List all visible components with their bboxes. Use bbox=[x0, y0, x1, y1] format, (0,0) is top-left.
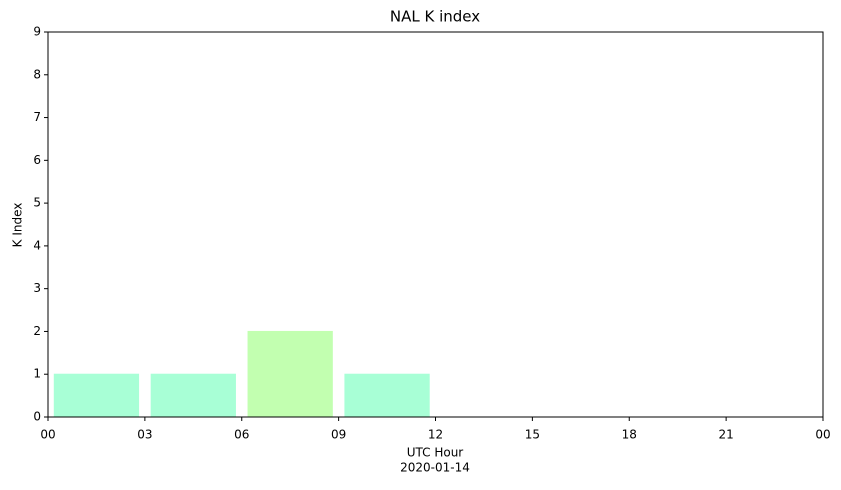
x-tick-label: 15 bbox=[525, 428, 540, 442]
x-tick-label: 06 bbox=[234, 428, 249, 442]
bar bbox=[150, 373, 236, 418]
y-tick-label: 9 bbox=[33, 25, 41, 39]
y-tick-label: 5 bbox=[33, 196, 41, 210]
x-tick-label: 09 bbox=[331, 428, 346, 442]
x-tick-label: 21 bbox=[718, 428, 733, 442]
y-tick-label: 1 bbox=[33, 367, 41, 381]
plot-frame bbox=[47, 31, 824, 418]
bar bbox=[247, 330, 333, 418]
y-tick-label: 0 bbox=[33, 410, 41, 424]
x-tick-label: 00 bbox=[40, 428, 55, 442]
y-tick-label: 3 bbox=[33, 281, 41, 295]
chart-title: NAL K index bbox=[390, 8, 480, 26]
y-tick-label: 4 bbox=[33, 238, 41, 252]
y-tick-label: 2 bbox=[33, 324, 41, 338]
bar bbox=[344, 373, 430, 418]
y-tick-label: 7 bbox=[33, 110, 41, 124]
x-tick-label: 18 bbox=[622, 428, 637, 442]
y-axis-label: K Index bbox=[11, 203, 25, 248]
y-tick-label: 6 bbox=[33, 153, 41, 167]
y-tick-label: 8 bbox=[33, 67, 41, 81]
x-tick-label: 12 bbox=[428, 428, 443, 442]
x-axis-date: 2020-01-14 bbox=[400, 461, 470, 475]
x-tick-label: 03 bbox=[137, 428, 152, 442]
x-axis-label: UTC Hour bbox=[407, 446, 464, 460]
x-tick-label: 00 bbox=[815, 428, 830, 442]
bar bbox=[53, 373, 140, 418]
